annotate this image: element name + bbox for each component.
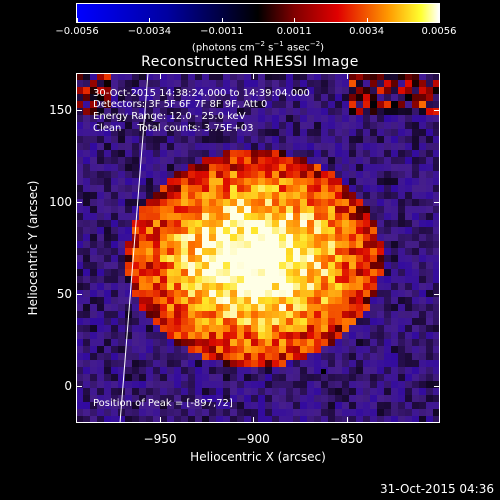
colorbar-tick-label: 0.0034 xyxy=(349,26,385,37)
x-tick-label: −850 xyxy=(330,432,364,446)
rhessi-image xyxy=(76,73,440,423)
y-tick xyxy=(434,201,440,203)
colorbar xyxy=(76,3,440,23)
detectors-info: Detectors: 3F 5F 6F 7F 8F 9F, Att 0 xyxy=(93,99,268,110)
x-tick xyxy=(253,417,255,423)
y-tick xyxy=(434,386,440,388)
y-tick-label: 100 xyxy=(49,194,72,209)
time-range: 30-Oct-2015 14:38:24.000 to 14:39:04.000 xyxy=(93,88,310,99)
colorbar-tick xyxy=(149,18,151,23)
x-tick-label: −950 xyxy=(143,432,177,446)
peak-position: Position of Peak = [-897,72] xyxy=(93,398,233,409)
colorbar-units: (photons cm−2 s−1 asec−2) xyxy=(191,40,325,54)
colorbar-tick-label: 0.0011 xyxy=(276,26,312,37)
colorbar-tick-label: −0.0011 xyxy=(200,26,244,37)
clean-info: Clean Total counts: 3.75E+03 xyxy=(93,123,254,134)
x-tick xyxy=(160,73,161,79)
colorbar-tick xyxy=(294,18,296,23)
y-tick xyxy=(434,109,440,111)
x-axis-title: Heliocentric X (arcsec) xyxy=(190,450,326,464)
colorbar-tick xyxy=(221,18,223,23)
colorbar-tick-label: −0.0056 xyxy=(55,26,99,37)
y-tick xyxy=(434,294,440,296)
heatmap-pixels xyxy=(76,73,440,423)
colorbar-tick xyxy=(366,18,368,23)
energy-range: Energy Range: 12.0 - 25.0 keV xyxy=(93,111,246,122)
y-tick xyxy=(76,109,82,111)
x-tick-label: −900 xyxy=(236,432,270,446)
y-axis-title: Heliocentric Y (arcsec) xyxy=(26,180,40,316)
timestamp: 31-Oct-2015 04:36 xyxy=(380,482,494,496)
y-tick xyxy=(76,386,82,388)
x-tick xyxy=(346,417,348,423)
y-tick-label: 50 xyxy=(56,287,72,302)
y-tick xyxy=(76,201,82,203)
plot-title: Reconstructed RHESSI Image xyxy=(141,54,359,70)
x-tick xyxy=(253,73,255,79)
y-tick xyxy=(76,294,82,296)
x-tick xyxy=(346,73,348,79)
colorbar-tick-label: −0.0034 xyxy=(127,26,172,37)
y-tick-label: 150 xyxy=(49,102,72,117)
dark-marker xyxy=(321,369,326,374)
colorbar-tick xyxy=(77,18,78,23)
solar-limb-line xyxy=(119,73,149,423)
colorbar-tick-label: 0.0056 xyxy=(421,26,457,37)
y-tick-label: 0 xyxy=(64,379,72,394)
x-tick xyxy=(160,417,161,423)
colorbar-tick xyxy=(439,18,440,23)
